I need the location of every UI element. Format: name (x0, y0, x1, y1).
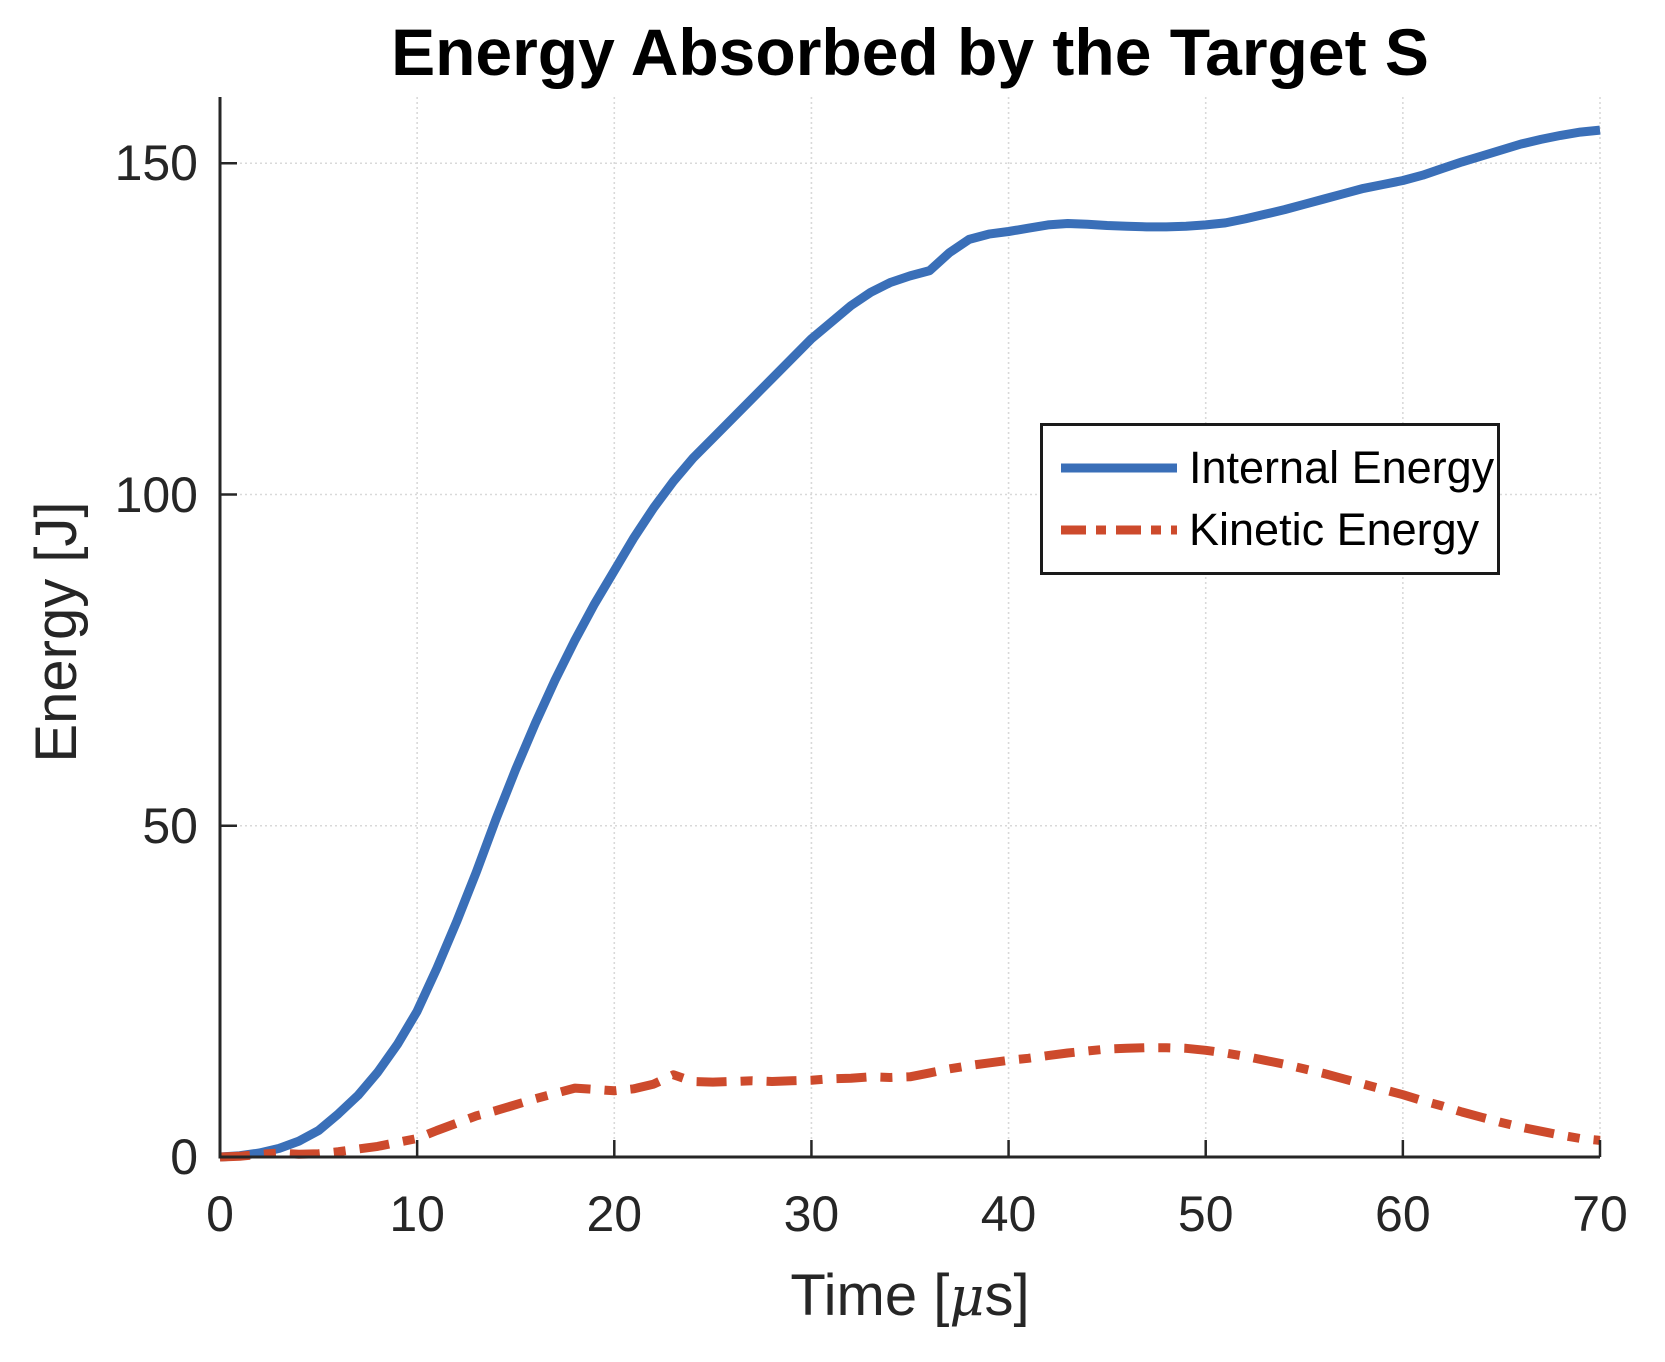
y-tick-label: 0 (170, 1129, 198, 1185)
y-axis-label-text: Energy [J] (24, 501, 89, 763)
legend-label: Internal Energy (1189, 442, 1495, 493)
x-tick-label: 40 (980, 1186, 1037, 1242)
x-tick-label: 50 (1177, 1186, 1234, 1242)
legend-swatch-internal-energy (1061, 463, 1177, 473)
y-axis-label: Energy [J] (23, 322, 93, 942)
legend-entry: Internal Energy (1061, 442, 1497, 494)
x-axis-label: Time [μs] (220, 1262, 1600, 1329)
x-tick-label: 10 (389, 1186, 445, 1242)
x-axis-label-pre: Time [ (790, 1263, 950, 1328)
legend-swatch-kinetic-energy (1061, 525, 1177, 535)
legend: Internal Energy Kinetic Energy (1040, 423, 1500, 575)
x-tick-label: 60 (1375, 1186, 1431, 1242)
series-line-internal-energy (219, 125, 1601, 1162)
x-tick-label: 0 (206, 1186, 234, 1242)
legend-label: Kinetic Energy (1189, 504, 1480, 555)
x-tick-label: 20 (586, 1186, 643, 1242)
legend-entry: Kinetic Energy (1061, 504, 1497, 556)
x-axis-label-post: s] (984, 1263, 1030, 1328)
series-line-kinetic-energy (219, 1043, 1601, 1162)
y-tick-label: 150 (114, 135, 198, 192)
x-tick-label: 30 (783, 1186, 840, 1242)
mu-symbol: μ (949, 1265, 985, 1328)
y-tick-label: 50 (142, 797, 198, 854)
chart-title-text: Energy Absorbed by the Target S (391, 15, 1429, 89)
x-tick-label: 70 (1572, 1186, 1628, 1242)
chart-title: Energy Absorbed by the Target S (220, 14, 1600, 90)
y-tick-label: 100 (114, 466, 198, 523)
